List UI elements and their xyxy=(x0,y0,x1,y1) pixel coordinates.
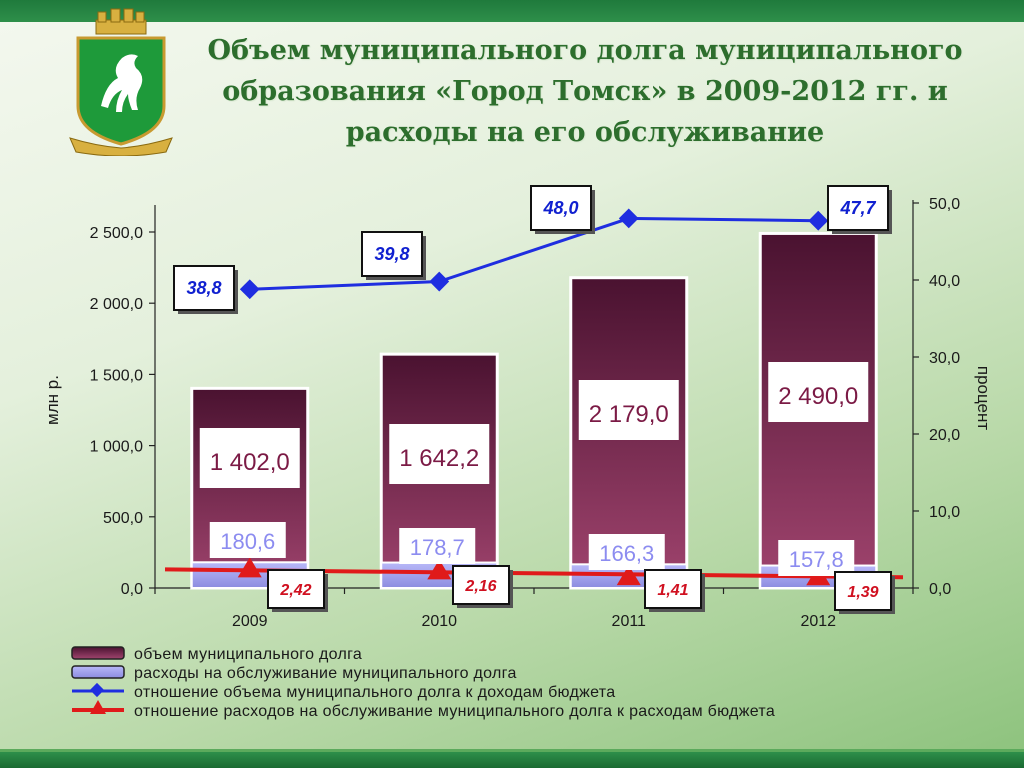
y-tick-label: 0,0 xyxy=(121,581,143,598)
expense-marker xyxy=(237,557,262,578)
y2-axis-title: процент xyxy=(974,366,993,431)
ratio-value-label: 38,8 xyxy=(186,278,221,298)
debt-value-box xyxy=(578,380,679,440)
ratio-value-label: 39,8 xyxy=(374,244,409,264)
header-bar xyxy=(0,0,1024,22)
y2-tick-label: 0,0 xyxy=(929,581,951,598)
footer-line xyxy=(0,749,1024,752)
y2-tick-label: 10,0 xyxy=(929,504,960,521)
x-tick-label: 2010 xyxy=(421,613,457,630)
y-tick-label: 1 500,0 xyxy=(90,367,143,384)
y2-tick-label: 20,0 xyxy=(929,427,960,444)
ratio-value-label-box xyxy=(361,231,423,277)
footer-bar xyxy=(0,752,1024,768)
legend-swatch-debt xyxy=(71,646,125,660)
legend-label: расходы на обслуживание муниципального д… xyxy=(134,665,517,682)
legend: объем муниципального долга расходы на обс… xyxy=(71,646,775,720)
expense-value-label: 1,41 xyxy=(657,582,688,599)
debt-value-label: 2 490,0 xyxy=(778,383,858,410)
debt-value-label: 2 179,0 xyxy=(589,401,669,428)
legend-marker-ratio xyxy=(89,682,105,698)
expense-marker xyxy=(427,559,452,580)
service-value-box xyxy=(778,540,855,576)
ratio-marker xyxy=(808,210,829,231)
ratio-marker xyxy=(618,208,639,229)
debt-value-box xyxy=(199,428,300,488)
y-tick-label: 1 000,0 xyxy=(90,439,143,456)
y-tick-label: 500,0 xyxy=(103,510,143,527)
service-value-box xyxy=(588,534,665,570)
debt-value-label: 1 642,2 xyxy=(399,445,479,472)
city-coat-of-arms-icon xyxy=(69,8,173,156)
expense-marker xyxy=(616,565,641,586)
expense-value-label-box xyxy=(452,565,510,605)
ratio-marker xyxy=(239,279,260,300)
ratio-value-label-box xyxy=(827,185,889,231)
expense-value-label: 1,39 xyxy=(847,584,878,601)
legend-label: отношение расходов на обслуживание муниц… xyxy=(134,703,775,720)
y2-tick-label: 30,0 xyxy=(929,350,960,367)
service-value-box xyxy=(209,522,286,558)
x-tick-label: 2009 xyxy=(232,613,268,630)
service-value-box xyxy=(399,528,476,564)
y2-tick-label: 40,0 xyxy=(929,273,960,290)
y-tick-label: 2 500,0 xyxy=(90,225,143,242)
x-tick-label: 2011 xyxy=(612,613,647,630)
y-axis-title: млн р. xyxy=(43,375,62,425)
ratio-value-label: 48,0 xyxy=(542,198,578,218)
service-value-label: 178,7 xyxy=(410,535,465,560)
data-labels: 1 402,0 1 642,2 2 179,0 2 490,0 180,6 178,7 16… xyxy=(173,185,895,614)
expense-value-label-box xyxy=(834,571,892,611)
expense-value-label-box xyxy=(267,569,325,609)
x-tick-label: 2012 xyxy=(800,613,836,630)
legend-swatch-service xyxy=(71,665,125,679)
expense-value-label-box xyxy=(644,569,702,609)
debt-value-box xyxy=(389,424,490,484)
expense-value-label: 2,16 xyxy=(464,578,496,595)
ratio-line xyxy=(249,216,819,291)
y-tick-label: 2 000,0 xyxy=(90,296,143,313)
expense-value-label: 2,42 xyxy=(279,582,311,599)
legend-label: объем муниципального долга xyxy=(134,646,362,663)
ratio-value-label: 47,7 xyxy=(839,198,876,218)
service-value-label: 180,6 xyxy=(220,529,275,554)
ratio-value-label-box xyxy=(173,265,235,311)
y2-tick-label: 50,0 xyxy=(929,196,960,213)
debt-value-box xyxy=(768,362,869,422)
ratio-marker xyxy=(429,271,450,292)
page-title: Объем муниципального долга муниципальног… xyxy=(207,35,963,148)
ratio-value-label-box xyxy=(530,185,592,231)
service-value-label: 166,3 xyxy=(599,541,654,566)
service-value-label: 157,8 xyxy=(789,547,844,572)
legend-marker-expense xyxy=(90,700,106,714)
debt-value-label: 1 402,0 xyxy=(210,449,290,476)
legend-label: отношение объема муниципального долга к … xyxy=(134,684,615,701)
